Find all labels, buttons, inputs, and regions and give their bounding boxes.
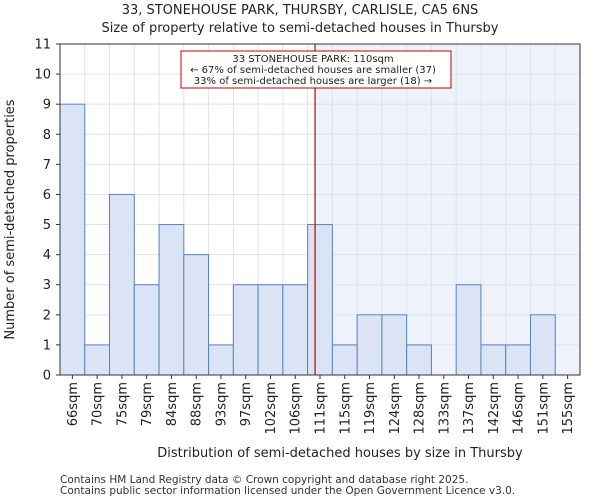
y-tick-label: 5: [43, 218, 51, 233]
x-tick-label: 106sqm: [289, 382, 304, 435]
x-tick-label: 75sqm: [115, 382, 130, 426]
x-tick-label: 124sqm: [388, 382, 403, 435]
x-tick-label: 84sqm: [165, 382, 180, 426]
bar-115sqm: [331, 344, 358, 376]
bar-97sqm: [232, 284, 259, 376]
bar-70sqm: [84, 344, 111, 376]
x-tick-label: 146sqm: [512, 382, 527, 435]
footer-line-1: Contains HM Land Registry data © Crown c…: [60, 474, 469, 486]
bar-151sqm: [529, 314, 556, 376]
x-tick-label: 93sqm: [214, 382, 229, 426]
annotation-line-3: 33% of semi-detached houses are larger (…: [194, 76, 432, 87]
y-tick-label: 0: [43, 369, 51, 384]
bar-146sqm: [505, 344, 531, 376]
bar-119sqm: [356, 314, 383, 376]
y-tick-label: 1: [43, 338, 51, 353]
bar-66sqm: [59, 103, 86, 376]
annotation-line-2: ← 67% of semi-detached houses are smalle…: [190, 65, 436, 76]
y-tick-label: 10: [34, 68, 51, 83]
bar-137sqm: [455, 284, 482, 376]
y-axis-label: Number of semi-detached properties: [3, 99, 18, 339]
y-tick-label: 6: [43, 188, 51, 203]
bar-84sqm: [158, 224, 185, 376]
x-tick-label: 115sqm: [338, 382, 353, 435]
y-tick-label: 8: [43, 128, 51, 143]
x-tick-label: 128sqm: [413, 382, 428, 435]
bar-79sqm: [133, 284, 160, 376]
x-tick-label: 102sqm: [264, 382, 279, 435]
x-tick-label: 142sqm: [487, 382, 502, 435]
y-tick-label: 7: [43, 158, 51, 173]
x-tick-label: 70sqm: [91, 382, 106, 426]
annotation-box: [180, 50, 452, 89]
x-tick-label: 79sqm: [140, 382, 155, 426]
chart-title: 33, STONEHOUSE PARK, THURSBY, CARLISLE, …: [121, 3, 479, 18]
y-tick-label: 2: [43, 308, 51, 323]
bar-106sqm: [282, 284, 309, 376]
bar-128sqm: [406, 344, 432, 376]
bar-102sqm: [257, 284, 284, 376]
x-tick-label: 66sqm: [66, 382, 81, 426]
y-tick-label: 11: [34, 38, 51, 53]
annotation-line-1: 33 STONEHOUSE PARK: 110sqm: [232, 54, 393, 65]
x-tick-label: 111sqm: [314, 382, 329, 435]
footer-line-2: Contains public sector information licen…: [60, 485, 516, 497]
y-tick-label: 9: [43, 98, 51, 113]
bar-88sqm: [183, 254, 210, 376]
bar-93sqm: [208, 344, 234, 376]
bar-111sqm: [307, 224, 333, 376]
x-tick-label: 133sqm: [437, 382, 452, 435]
x-tick-label: 137sqm: [462, 382, 477, 435]
bar-75sqm: [109, 193, 135, 376]
bar-124sqm: [381, 314, 408, 376]
y-tick-label: 3: [43, 278, 51, 293]
chart-subtitle: Size of property relative to semi-detach…: [101, 21, 499, 36]
y-tick-label: 4: [43, 248, 51, 263]
x-axis-label: Distribution of semi-detached houses by …: [157, 446, 523, 461]
x-tick-label: 97sqm: [239, 382, 254, 426]
bar-142sqm: [480, 344, 507, 376]
x-tick-label: 151sqm: [536, 382, 551, 435]
x-tick-label: 119sqm: [363, 382, 378, 435]
x-tick-label: 88sqm: [190, 382, 205, 426]
x-tick-label: 155sqm: [561, 382, 576, 435]
